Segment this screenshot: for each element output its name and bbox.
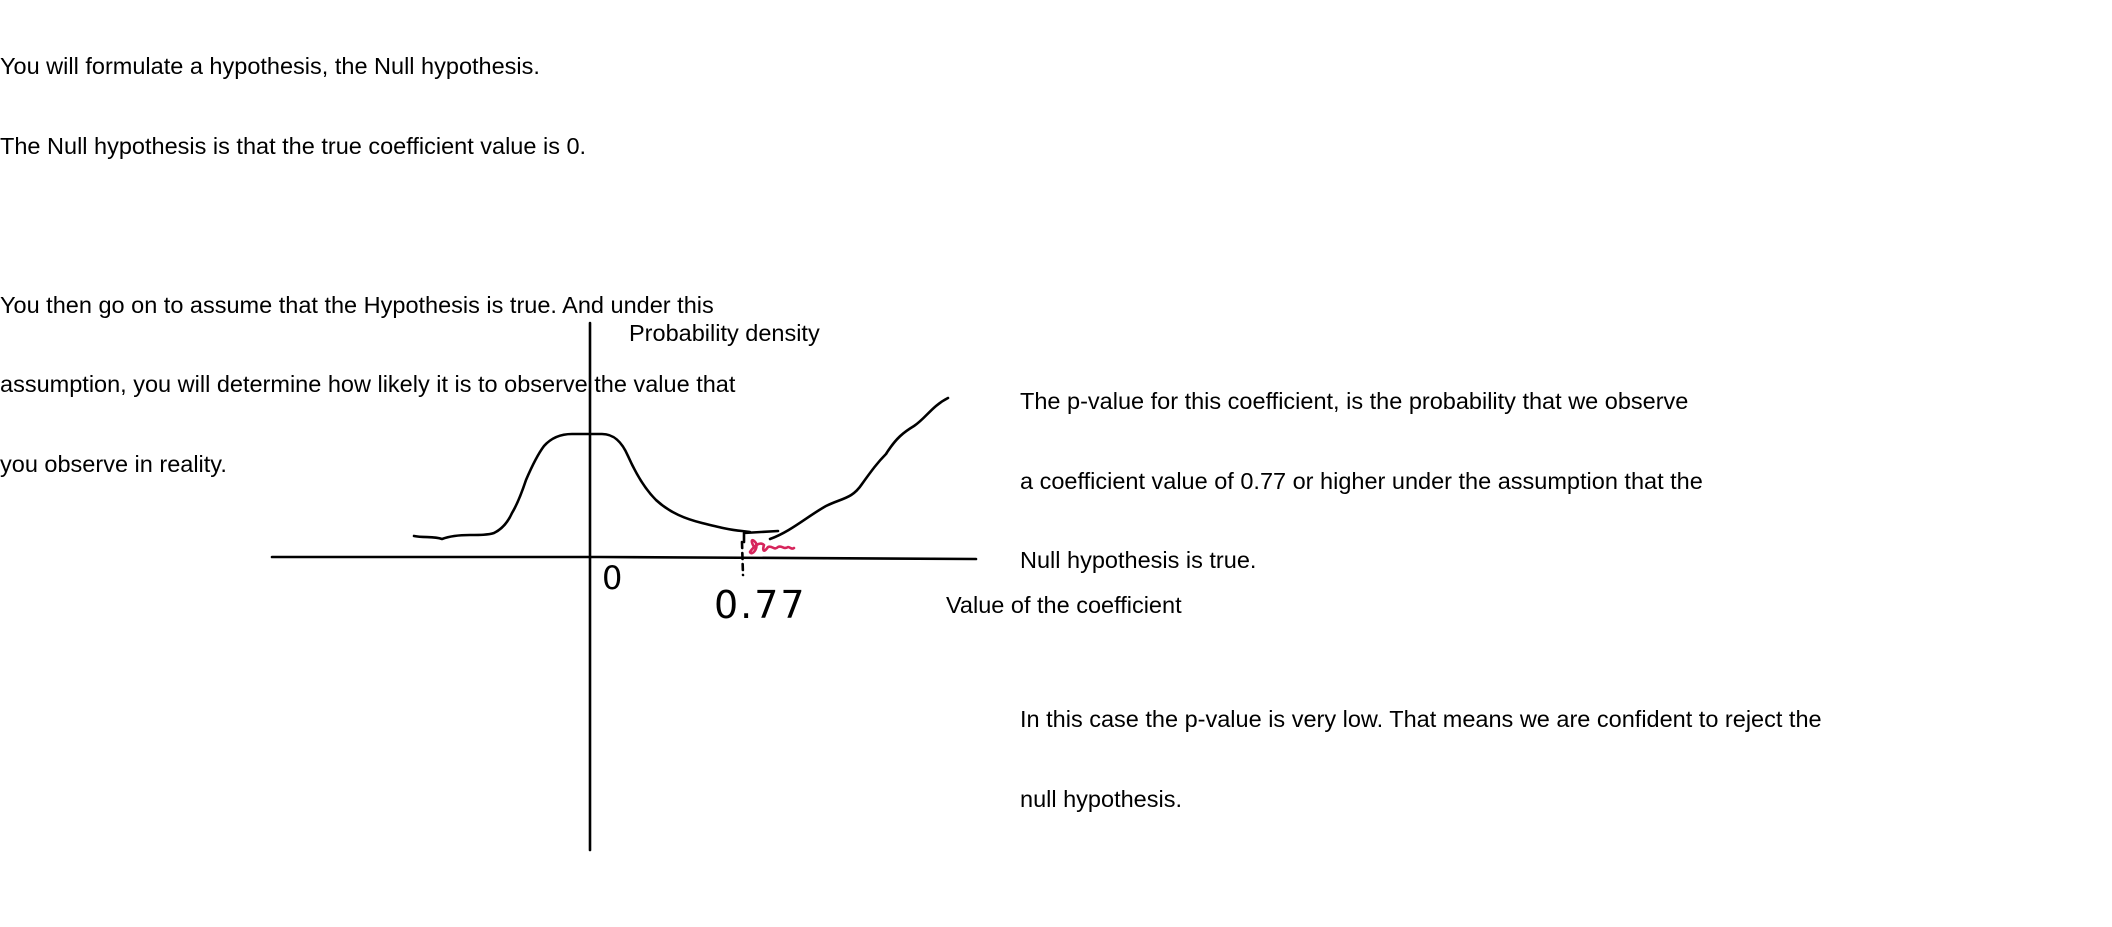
explanation-line-1: The p-value for this coefficient, is the… (1020, 388, 1689, 414)
intro-text: You will formulate a hypothesis, the Nul… (0, 0, 735, 504)
p-value-explanation: The p-value for this coefficient, is the… (1020, 335, 1822, 839)
intro-line-1: You will formulate a hypothesis, the Nul… (0, 53, 540, 79)
paragraph-gap (1020, 627, 1822, 654)
density-curve-tail (768, 396, 950, 541)
observed-value-marker (740, 540, 745, 577)
intro-line-2: The Null hypothesis is that the true coe… (0, 132, 587, 159)
intro-line-3: You then go on to assume that the Hypoth… (0, 291, 714, 318)
explanation-line-3: Null hypothesis is true. (1020, 547, 1257, 573)
x-axis-label: Value of the coefficient (946, 592, 1182, 618)
explanation-line-4: In this case the p-value is very low. Th… (1020, 706, 1822, 732)
explanation-line-2: a coefficient value of 0.77 or higher un… (1020, 467, 1703, 494)
y-axis-label: Probability density (629, 320, 820, 346)
origin-mark: 0 (602, 559, 623, 597)
intro-line-5: you observe in reality. (0, 450, 227, 477)
explanation-line-5: null hypothesis. (1020, 785, 1182, 812)
observed-value-mark: 0.77 (714, 583, 807, 627)
intro-line-4: assumption, you will determine how likel… (0, 371, 736, 397)
density-curve (412, 432, 752, 541)
x-axis-line (270, 555, 978, 561)
p-value-region-scribble (748, 538, 796, 555)
observed-value-bracket (742, 529, 780, 544)
